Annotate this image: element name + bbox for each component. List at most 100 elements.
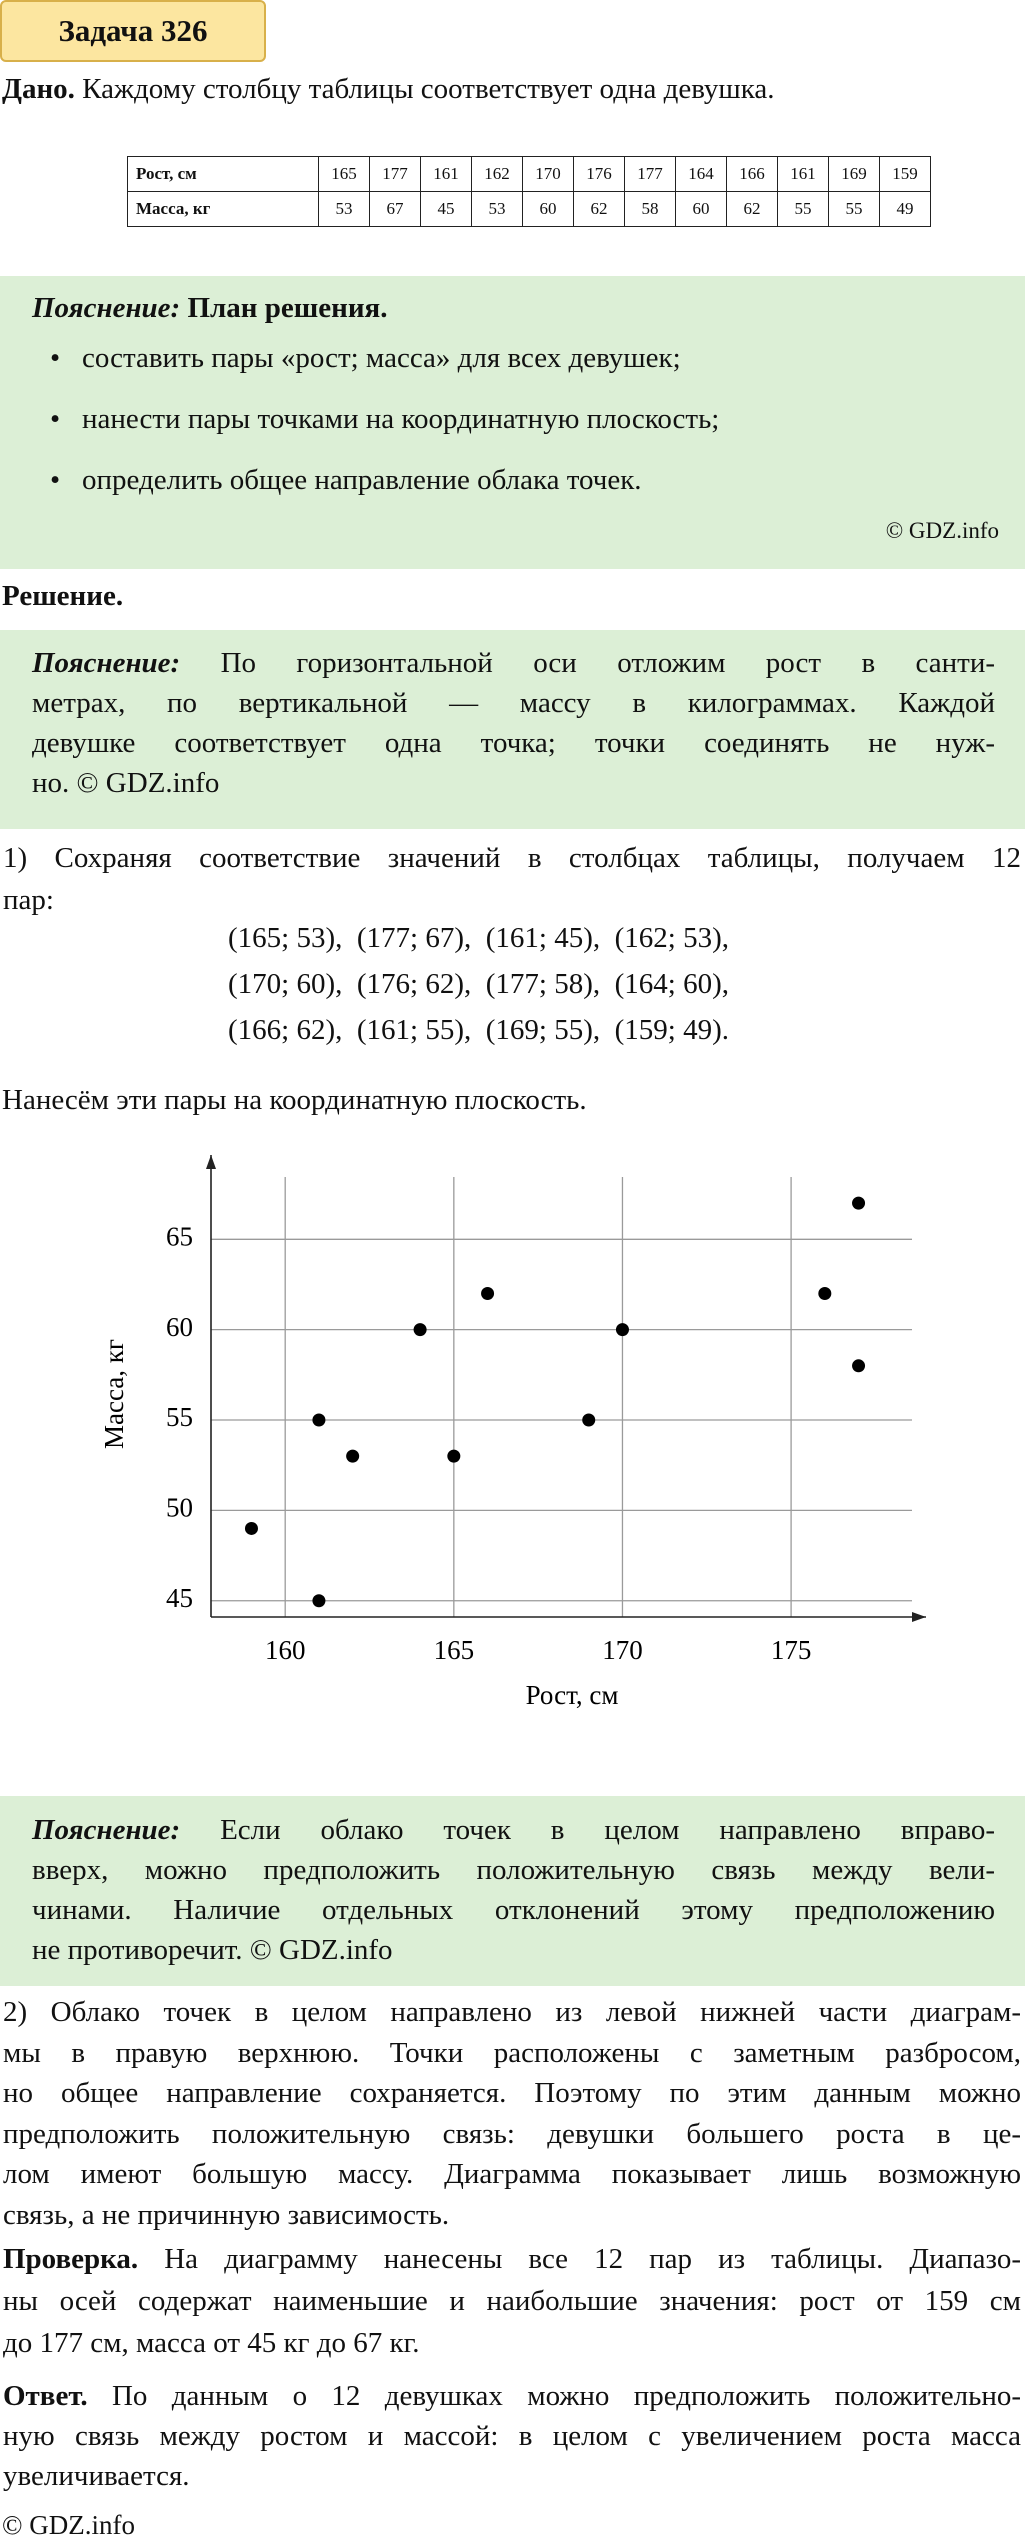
y-tick-label: 55	[166, 1402, 193, 1432]
text: ны осей содержат наименьшие и наибольшие…	[3, 2285, 1021, 2317]
paragraph-label: Пояснение:	[32, 1814, 181, 1846]
table-cell: 67	[369, 191, 421, 227]
scatter-chart: 160 165 170 175 45 50 55 60 65 Рост, см Масса, кг	[99, 1155, 926, 1710]
text: ную связь между ростом и массой: в целом…	[3, 2420, 1021, 2452]
text-line: связь, а не причинную зависимость.	[3, 2199, 1021, 2232]
table-cell: 53	[471, 191, 523, 227]
hint-heading: Пояснение: План решения.	[32, 292, 387, 325]
table-cell: 169	[828, 156, 880, 192]
table-cell: Рост, см	[127, 156, 319, 192]
text: до 177 см, масса от 45 кг до 67 кг.	[3, 2327, 420, 2359]
list-item: составить пары «рост; масса» для всех де…	[82, 342, 681, 374]
data-point	[852, 1359, 866, 1373]
given: Дано. Каждому столбцу таблицы соответств…	[2, 73, 775, 106]
table-cell: 170	[522, 156, 574, 192]
data-point	[615, 1323, 629, 1337]
table-cell: 55	[777, 191, 829, 227]
text-line: но общее направление сохраняется. Поэтом…	[3, 2077, 1021, 2110]
y-tick-label: 45	[166, 1583, 193, 1613]
text-line: увеличивается.	[3, 2460, 1021, 2493]
text: На диаграмму нанесены все 12 пар из табл…	[164, 2243, 1021, 2275]
bullet: •	[50, 342, 61, 374]
y-tick-label: 50	[166, 1493, 193, 1523]
text: связь, а не причинную зависимость.	[3, 2198, 450, 2231]
text-line: не противоречит. © GDZ.info	[32, 1934, 995, 1967]
data-point	[481, 1287, 495, 1301]
y-tick-label: 60	[166, 1312, 193, 1342]
given-text: Каждому столбцу таблицы соответствует од…	[82, 73, 775, 105]
table-cell: Масса, кг	[127, 191, 319, 227]
list-item: нанести пары точками на координатную пло…	[82, 403, 720, 435]
hint-title: План решения.	[187, 292, 388, 324]
text-line: до 177 см, масса от 45 кг до 67 кг.	[3, 2327, 1021, 2360]
text-line: предположить положительную связь: девушк…	[3, 2118, 1021, 2151]
data-point	[818, 1287, 832, 1301]
data-point	[346, 1449, 360, 1463]
y-axis-label: Масса, кг	[99, 1339, 129, 1449]
paragraph-label: Ответ.	[3, 2380, 88, 2412]
text: пар:	[3, 884, 54, 916]
text: не противоречит. © GDZ.info	[32, 1934, 393, 1966]
text: По горизонтальной оси отложим рост в сан…	[220, 647, 995, 679]
text-line: Ответ. По данным о 12 девушках можно пре…	[3, 2380, 1021, 2413]
table-cell: 159	[879, 156, 931, 192]
table-cell: 162	[471, 156, 523, 192]
paragraph-label: Пояснение:	[32, 647, 181, 679]
table-cell: 60	[522, 191, 574, 227]
table-cell: 58	[624, 191, 676, 227]
text-line: Пояснение: Если облако точек в целом нап…	[32, 1814, 995, 1847]
text: метрах, по вертикальной — массу в килогр…	[32, 687, 995, 719]
text: Нанесём эти пары на координатную плоскос…	[2, 1084, 587, 1116]
text: лом имеют большую массу. Диаграмма показ…	[3, 2158, 1021, 2190]
credit: © GDZ.info	[2, 2510, 135, 2540]
pair-line: (166; 62), (161; 55), (169; 55), (159; 4…	[228, 1014, 729, 1046]
y-tick-label: 65	[166, 1221, 193, 1251]
data-point	[582, 1413, 596, 1427]
table-cell: 165	[318, 156, 370, 192]
bullet: •	[50, 464, 61, 496]
table-cell: 62	[573, 191, 625, 227]
table-cell: 45	[420, 191, 472, 227]
table-cell: 62	[726, 191, 778, 227]
table-row: Масса, кг 53 67 45 53 60 62 58 60 62 55 55 49	[127, 191, 931, 227]
table-cell: 49	[879, 191, 931, 227]
text: чинами. Наличие отдельных отклонений это…	[32, 1894, 995, 1926]
title-badge: Задача 326	[0, 0, 266, 62]
table-cell: 164	[675, 156, 727, 192]
text: 2) Облако точек в целом направлено из ле…	[3, 1996, 1021, 2028]
data-point	[312, 1413, 326, 1427]
credit: © GDZ.info	[885, 518, 999, 543]
x-tick-label: 165	[434, 1635, 475, 1665]
text: мы в правую верхнюю. Точки расположены с…	[3, 2036, 1021, 2069]
text-line: пар:	[3, 884, 1021, 917]
data-point	[312, 1594, 326, 1608]
data-table: Рост, см 165 177 161 162 170 176 177 164 166 161 16…	[127, 156, 931, 227]
pair-line: (170; 60), (176; 62), (177; 58), (164; 6…	[228, 968, 729, 1000]
text: но. © GDZ.info	[32, 767, 220, 799]
x-tick-label: 160	[265, 1635, 306, 1665]
y-axis-arrow	[206, 1155, 216, 1169]
data-point	[447, 1449, 461, 1463]
text-line: ны осей содержат наименьшие и наибольшие…	[3, 2285, 1021, 2318]
section-label: Решение.	[2, 580, 124, 612]
list-item: определить общее направление облака точе…	[82, 464, 642, 496]
hint-box	[0, 1796, 1025, 1986]
table-cell: 166	[726, 156, 778, 192]
text-line: девушке соответствует одна точка; точки …	[32, 727, 995, 760]
data-point	[852, 1196, 866, 1210]
text: По данным о 12 девушках можно предположи…	[111, 2380, 1022, 2412]
x-tick-label: 175	[771, 1635, 812, 1665]
given-label: Дано.	[2, 73, 75, 105]
data-point	[413, 1323, 427, 1337]
text-line: 1) Сохраняя соответствие значений в стол…	[3, 842, 1021, 875]
text-line: чинами. Наличие отдельных отклонений это…	[32, 1894, 995, 1927]
bullet: •	[50, 403, 61, 435]
hint-label: Пояснение:	[32, 292, 181, 324]
hint-box	[0, 630, 1025, 829]
text-line: Проверка. На диаграмму нанесены все 12 п…	[3, 2243, 1021, 2276]
text-line: Пояснение: По горизонтальной оси отложим…	[32, 647, 995, 680]
text-line: но. © GDZ.info	[32, 767, 995, 800]
text: предположить положительную связь: девушк…	[3, 2117, 1021, 2150]
table-cell: 55	[828, 191, 880, 227]
